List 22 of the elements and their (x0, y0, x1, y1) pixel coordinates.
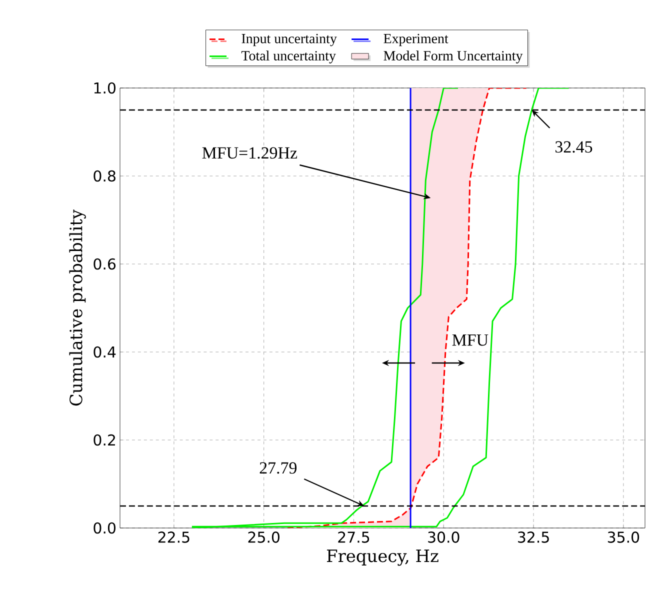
x-tick-label: 22.5 (158, 532, 190, 543)
annotation: MFU (452, 334, 488, 346)
annotation: 27.79 (260, 462, 297, 474)
y-axis-title: Cumulative probability (69, 210, 86, 406)
annotation: 32.45 (555, 141, 592, 153)
legend-label: Experiment (384, 34, 448, 46)
x-tick-label: 35.0 (608, 532, 640, 543)
x-tick-label: 25.0 (248, 532, 280, 543)
x-tick-label: 32.5 (518, 532, 549, 543)
y-tick-label: 0.2 (94, 434, 115, 446)
legend-label: Input uncertainty (242, 34, 337, 46)
y-tick-label: 0.8 (94, 170, 116, 182)
x-tick-label: 27.5 (338, 532, 370, 543)
annotation: MFU=1.29Hz (202, 147, 298, 159)
y-tick-label: 0.0 (94, 522, 116, 534)
x-tick-label: 30.0 (428, 532, 460, 543)
y-tick-label: 0.6 (94, 258, 116, 270)
legend-label: Total uncertainty (241, 50, 336, 64)
legend-label: Model Form Uncertainty (384, 50, 523, 64)
y-tick-label: 1.0 (94, 82, 116, 94)
x-axis-title: Frequecy, Hz (326, 550, 438, 566)
y-tick-label: 0.4 (94, 346, 116, 358)
